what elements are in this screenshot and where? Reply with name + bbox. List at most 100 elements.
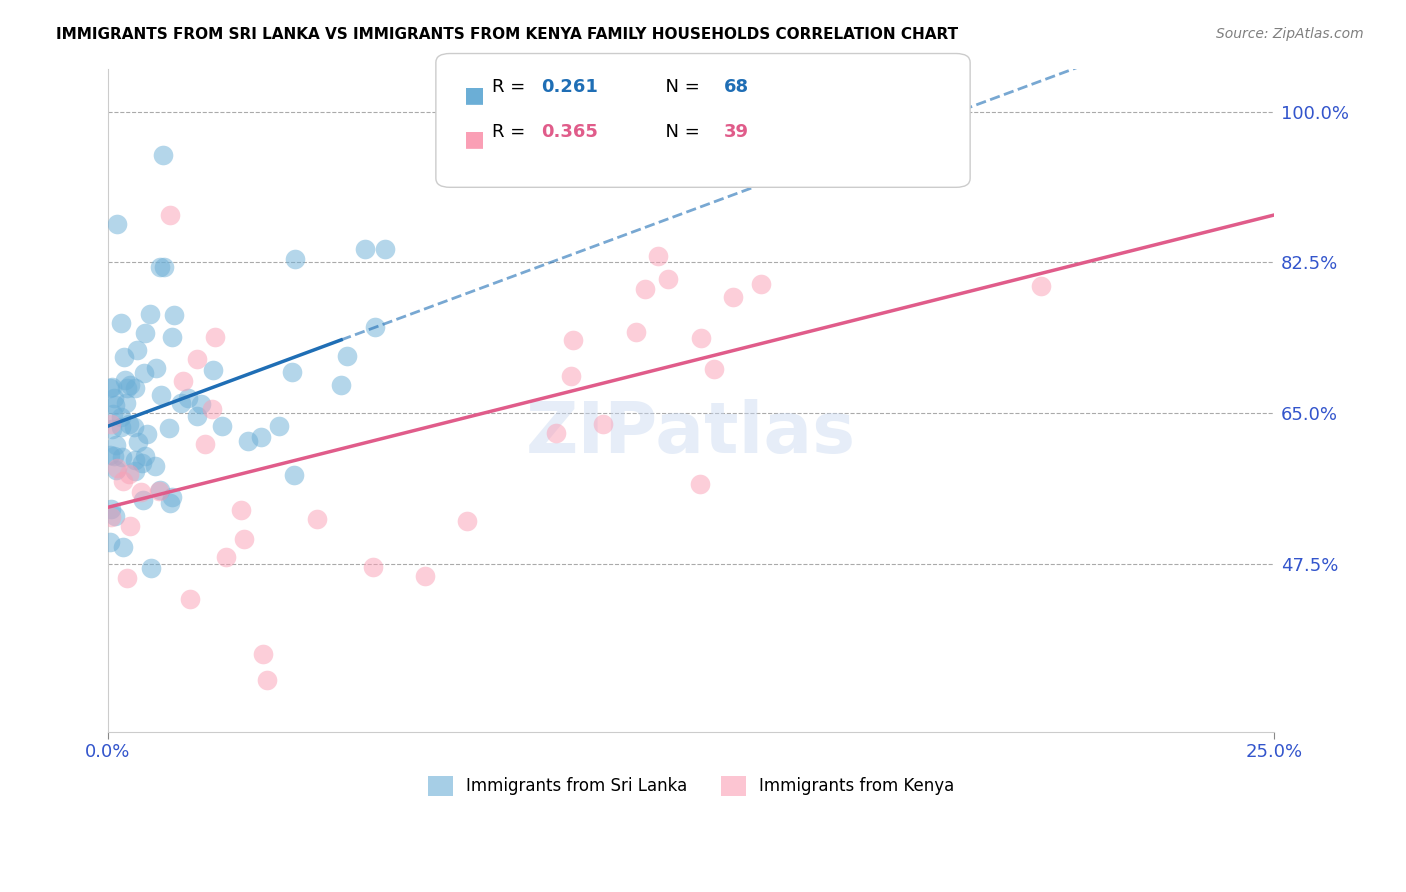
- Point: [150, 388, 173, 402]
- Point: [690, 331, 713, 345]
- Point: [307, 512, 329, 526]
- Text: R =: R =: [492, 123, 531, 141]
- Point: [120, 518, 142, 533]
- Point: [252, 647, 274, 661]
- Text: 0.365: 0.365: [541, 123, 598, 141]
- Text: 68: 68: [724, 78, 749, 96]
- Point: [186, 352, 208, 367]
- Point: [103, 449, 125, 463]
- Point: [145, 360, 167, 375]
- Point: [361, 560, 384, 574]
- Point: [413, 569, 436, 583]
- Point: [149, 483, 172, 497]
- Point: [111, 450, 134, 465]
- Point: [703, 361, 725, 376]
- Point: [190, 396, 212, 410]
- Point: [364, 320, 387, 334]
- Point: [160, 330, 183, 344]
- Point: [112, 350, 135, 364]
- Point: [152, 260, 174, 274]
- Point: [689, 477, 711, 491]
- Point: [281, 365, 304, 379]
- Point: [127, 343, 149, 357]
- Point: [159, 496, 181, 510]
- Point: [101, 408, 124, 422]
- Point: [129, 485, 152, 500]
- Point: [98, 449, 121, 463]
- Point: [634, 282, 657, 296]
- Point: [186, 409, 208, 423]
- Point: [562, 333, 585, 347]
- Point: [159, 208, 181, 222]
- Point: [163, 308, 186, 322]
- Text: 39: 39: [724, 123, 749, 141]
- Point: [172, 374, 194, 388]
- Point: [647, 249, 669, 263]
- Point: [100, 501, 122, 516]
- Point: [118, 417, 141, 431]
- Point: [148, 483, 170, 498]
- Point: [330, 378, 353, 392]
- Point: [456, 514, 478, 528]
- Point: [148, 260, 170, 274]
- Point: [98, 381, 121, 395]
- Point: [132, 366, 155, 380]
- Point: [124, 452, 146, 467]
- Text: N =: N =: [654, 78, 706, 96]
- Point: [657, 272, 679, 286]
- Point: [177, 391, 200, 405]
- Point: [169, 396, 191, 410]
- Point: [546, 425, 568, 440]
- Point: [157, 420, 180, 434]
- Point: [111, 540, 134, 554]
- Point: [122, 420, 145, 434]
- Point: [233, 532, 256, 546]
- Text: ■: ■: [464, 85, 485, 104]
- Point: [132, 493, 155, 508]
- Point: [105, 463, 128, 477]
- Point: [139, 561, 162, 575]
- Point: [721, 290, 744, 304]
- Point: [104, 508, 127, 523]
- Point: [124, 464, 146, 478]
- Point: [374, 242, 396, 256]
- Point: [336, 349, 359, 363]
- Point: [100, 509, 122, 524]
- Text: IMMIGRANTS FROM SRI LANKA VS IMMIGRANTS FROM KENYA FAMILY HOUSEHOLDS CORRELATION: IMMIGRANTS FROM SRI LANKA VS IMMIGRANTS …: [56, 27, 959, 42]
- Point: [110, 420, 132, 434]
- Point: [115, 395, 138, 409]
- Point: [204, 330, 226, 344]
- Point: [105, 461, 128, 475]
- Text: ZIPatlas: ZIPatlas: [526, 399, 856, 467]
- Text: N =: N =: [654, 123, 706, 141]
- Point: [98, 535, 121, 549]
- Legend: Immigrants from Sri Lanka, Immigrants from Kenya: Immigrants from Sri Lanka, Immigrants fr…: [420, 769, 960, 803]
- Point: [115, 381, 138, 395]
- Point: [256, 673, 278, 687]
- Point: [105, 438, 128, 452]
- Point: [269, 419, 291, 434]
- Point: [103, 391, 125, 405]
- Point: [194, 437, 217, 451]
- Text: ■: ■: [464, 129, 485, 149]
- Point: [160, 491, 183, 505]
- Point: [100, 422, 122, 436]
- Point: [100, 380, 122, 394]
- Point: [100, 417, 122, 431]
- Point: [283, 468, 305, 483]
- Point: [624, 325, 647, 339]
- Point: [110, 409, 132, 424]
- Point: [139, 307, 162, 321]
- Point: [124, 381, 146, 395]
- Point: [250, 430, 273, 444]
- Point: [117, 467, 139, 481]
- Point: [104, 398, 127, 412]
- Point: [136, 427, 159, 442]
- Point: [229, 503, 252, 517]
- Point: [749, 277, 772, 292]
- Point: [592, 417, 614, 431]
- Point: [110, 316, 132, 330]
- Point: [131, 456, 153, 470]
- Point: [107, 217, 129, 231]
- Point: [134, 449, 156, 463]
